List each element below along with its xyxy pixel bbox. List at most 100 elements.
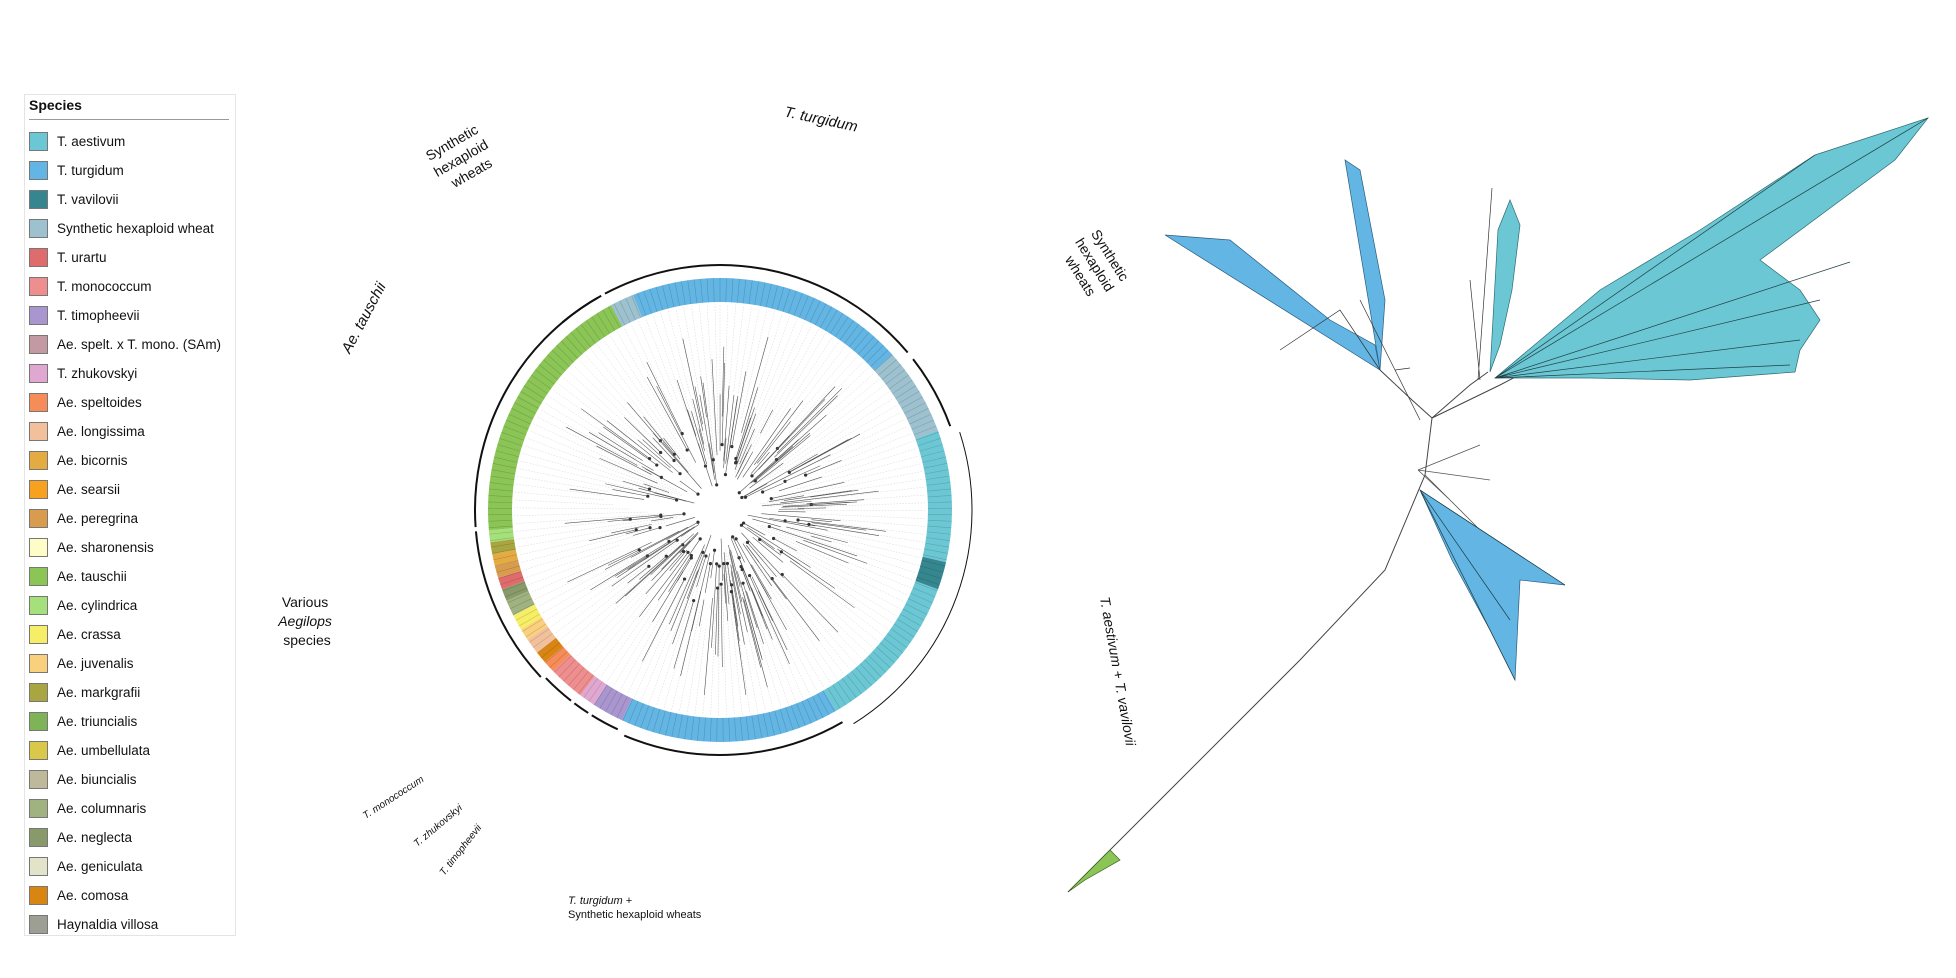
node-dot: [646, 494, 650, 498]
guide-line: [519, 460, 639, 491]
guide-line: [596, 344, 695, 476]
branch: [712, 457, 717, 485]
node-dot: [696, 492, 700, 496]
branch: [784, 465, 821, 482]
clade-bracket: [573, 702, 589, 714]
guide-line: [767, 471, 923, 502]
guide-line: [514, 507, 630, 510]
ring-segment: [874, 354, 939, 439]
ring-tick: [497, 444, 521, 452]
legend-swatch: [29, 218, 48, 238]
branch: [679, 480, 699, 495]
ring-tick: [488, 519, 513, 522]
guide-line: [818, 418, 905, 462]
guide-line: [769, 367, 869, 463]
branch: [669, 544, 705, 625]
branch: [606, 420, 673, 473]
ring-tick: [541, 642, 560, 659]
branch: [751, 587, 773, 640]
node-dot: [803, 473, 808, 477]
ring-tick: [917, 438, 941, 447]
legend-item: Ae. cylindrica: [29, 593, 137, 617]
guide-line: [534, 559, 618, 600]
unrooted-phylogenetic-tree: [1067, 117, 1929, 893]
ring-tick: [921, 450, 945, 458]
guide-line: [559, 535, 689, 640]
legend-item: T. monococcum: [29, 274, 152, 298]
legend-swatch: [29, 247, 48, 267]
ring-tick: [489, 537, 514, 541]
guide-line: [706, 304, 717, 452]
guide-line: [785, 502, 926, 508]
legend-label: Haynaldia villosa: [57, 916, 159, 932]
ring-tick: [774, 710, 782, 734]
branch: [694, 386, 703, 425]
branch: [778, 476, 823, 492]
guide-line: [514, 513, 665, 524]
guide-line: [820, 513, 926, 519]
ring-tick: [554, 655, 572, 673]
species-legend: Species T. aestivum T. turgidum T. vavilov…: [24, 94, 236, 936]
node-dot: [647, 456, 652, 461]
branch: [625, 527, 651, 535]
node-dot: [761, 490, 765, 494]
ring-tick: [489, 531, 514, 535]
ring-tick: [887, 633, 907, 648]
branch: [633, 527, 661, 536]
branch: [652, 570, 684, 622]
ring-tick: [556, 345, 574, 363]
legend-label: Ae. crassa: [57, 626, 121, 642]
ring-tick: [864, 659, 882, 678]
branch: [653, 513, 685, 518]
ring-tick: [890, 628, 911, 643]
node-dot: [772, 536, 776, 541]
guide-line: [766, 596, 818, 692]
node-dot: [634, 528, 638, 532]
node-dot: [686, 550, 690, 554]
guide-line: [544, 402, 637, 460]
ring-tick: [739, 716, 743, 741]
legend-item: Ae. biuncialis: [29, 767, 137, 791]
guide-line: [792, 346, 846, 415]
ring-tick: [525, 623, 547, 638]
ring-tick: [918, 571, 942, 579]
ring-tick: [607, 306, 621, 328]
branch: [783, 490, 853, 501]
ring-tick: [819, 306, 833, 328]
node-dot: [783, 519, 787, 523]
guide-line: [761, 486, 925, 506]
branch: [771, 578, 820, 641]
ring-tick: [509, 598, 532, 610]
ring-tick: [839, 320, 854, 341]
legend-label: Ae. longissima: [57, 423, 145, 439]
ring-tick: [910, 592, 933, 604]
ring-tick: [684, 715, 689, 740]
branch: [751, 436, 790, 477]
ring-tick: [662, 285, 669, 309]
clade-bracket: [604, 264, 909, 354]
ring-tick: [527, 380, 548, 394]
legend-label: Ae. speltoides: [57, 394, 142, 410]
guide-line: [838, 523, 925, 535]
guide-line: [623, 327, 672, 419]
branch: [637, 439, 671, 469]
ring-tick: [493, 554, 517, 561]
guide-line: [723, 304, 729, 413]
guide-line: [769, 534, 905, 603]
ring-tick: [906, 408, 929, 420]
branch: [757, 421, 791, 464]
branch: [567, 542, 652, 583]
legend-swatch: [29, 624, 48, 644]
guide-line: [769, 398, 894, 479]
node-dot: [770, 577, 774, 581]
guide-line: [599, 606, 652, 678]
branch: [742, 583, 758, 629]
legend-item: T. turgidum: [29, 158, 124, 182]
legend-swatch: [29, 160, 48, 180]
branch: [709, 443, 715, 474]
ring-tick: [904, 402, 926, 414]
ring-tick: [757, 714, 763, 739]
branch: [680, 535, 697, 552]
branch: [686, 570, 698, 599]
guide-line: [698, 305, 716, 465]
